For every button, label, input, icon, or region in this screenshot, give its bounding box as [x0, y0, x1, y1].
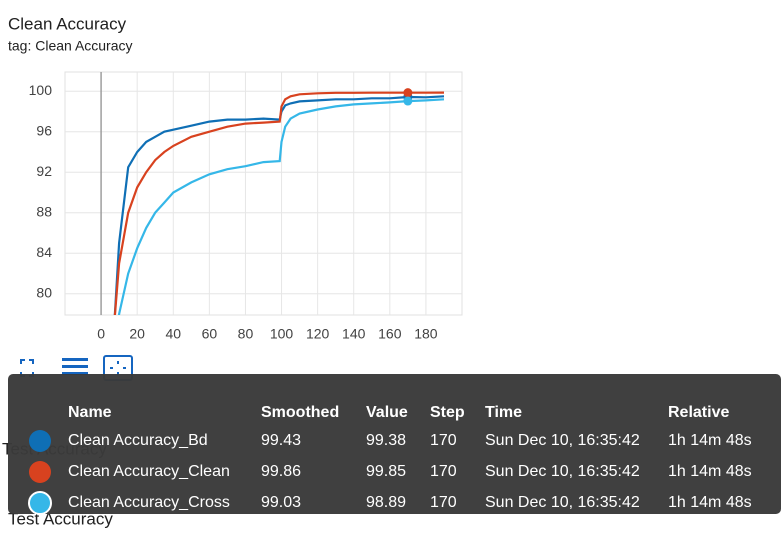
x-tick-label: 40 — [165, 326, 181, 342]
x-tick-label: 140 — [342, 326, 366, 342]
series-line — [117, 98, 445, 315]
section-title: Test Accuracy — [8, 509, 113, 528]
tooltip-cell: Sun Dec 10, 16:35:42 — [485, 463, 640, 480]
tooltip-header: Relative — [668, 404, 729, 421]
chart-subtitle: tag: Clean Accuracy — [8, 38, 133, 54]
hover-dot — [403, 88, 413, 98]
tooltip-cell: Sun Dec 10, 16:35:42 — [485, 494, 640, 511]
toolbar — [20, 355, 133, 381]
tooltip-header: Value — [366, 404, 408, 421]
tooltip-cell: 99.03 — [261, 494, 301, 511]
fullscreen-button[interactable] — [20, 359, 34, 377]
hover-dot — [403, 96, 413, 106]
tooltip-cell: Clean Accuracy_Bd — [68, 432, 208, 449]
plot-area — [64, 71, 463, 316]
tooltip-cell: 99.43 — [261, 432, 301, 449]
tooltip-cell: 1h 14m 48s — [668, 432, 752, 449]
y-tick-label: 88 — [36, 203, 52, 219]
tooltip-header: Step — [430, 404, 465, 421]
tooltip-cell: Sun Dec 10, 16:35:42 — [485, 432, 640, 449]
y-tick-label: 96 — [36, 122, 52, 138]
y-tick-label: 100 — [29, 82, 53, 98]
tooltip-cell: Clean Accuracy_Clean — [68, 463, 230, 480]
legend-swatch — [29, 430, 51, 452]
tooltip-header: Name — [68, 404, 112, 421]
x-tick-label: 160 — [378, 326, 402, 342]
x-tick-label: 0 — [97, 326, 105, 342]
tooltip-cell: Clean Accuracy_Cross — [68, 494, 230, 511]
chart-title: Clean Accuracy — [8, 14, 127, 33]
y-tick-label: 84 — [36, 244, 52, 260]
series-group — [113, 88, 445, 315]
x-tick-label: 180 — [414, 326, 438, 342]
legend-toggle-button[interactable] — [62, 358, 88, 375]
y-tick-label: 92 — [36, 163, 52, 179]
y-tick-label: 80 — [36, 284, 52, 300]
x-tick-label: 80 — [238, 326, 254, 342]
tooltip-cell: 1h 14m 48s — [668, 494, 752, 511]
tooltip-cell: 99.38 — [366, 432, 406, 449]
series-line — [113, 91, 445, 315]
tooltip-cell: 98.89 — [366, 494, 406, 511]
series-line — [113, 95, 445, 315]
tooltip-header: Time — [485, 404, 522, 421]
tooltip-cell: 1h 14m 48s — [668, 463, 752, 480]
x-tick-label: 20 — [129, 326, 145, 342]
x-tick-label: 100 — [270, 326, 294, 342]
tooltip — [8, 374, 781, 514]
tooltip-cell: 99.85 — [366, 463, 406, 480]
tooltip-cell: 170 — [430, 463, 457, 480]
x-tick-label: 60 — [202, 326, 218, 342]
legend-swatch — [28, 491, 52, 515]
legend-swatch — [29, 461, 51, 483]
tooltip-header: Smoothed — [261, 404, 339, 421]
x-tick-label: 120 — [306, 326, 330, 342]
tooltip-cell: 99.86 — [261, 463, 301, 480]
tooltip-cell: 170 — [430, 494, 457, 511]
tooltip-cell: 170 — [430, 432, 457, 449]
